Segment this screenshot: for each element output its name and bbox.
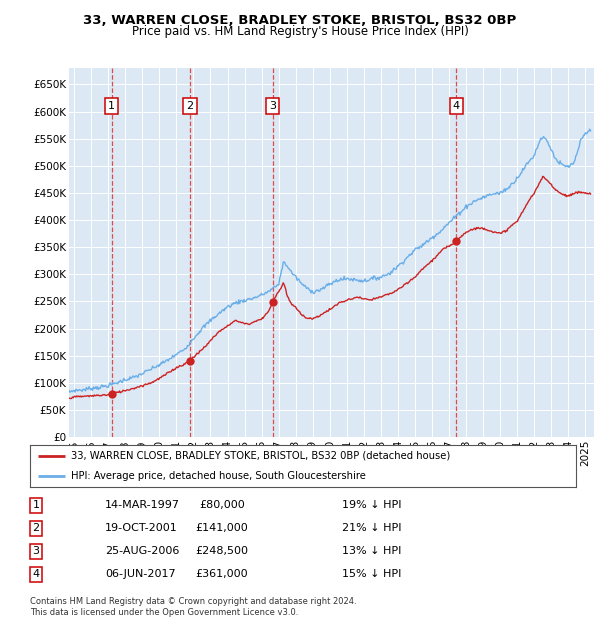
Text: 13% ↓ HPI: 13% ↓ HPI — [342, 546, 401, 556]
Text: £80,000: £80,000 — [199, 500, 245, 510]
Text: 19-OCT-2001: 19-OCT-2001 — [105, 523, 178, 533]
Text: £248,500: £248,500 — [196, 546, 248, 556]
Text: 14-MAR-1997: 14-MAR-1997 — [105, 500, 180, 510]
Text: 4: 4 — [32, 569, 40, 579]
Text: 1: 1 — [108, 101, 115, 111]
Text: 1: 1 — [32, 500, 40, 510]
Text: 4: 4 — [453, 101, 460, 111]
Text: 21% ↓ HPI: 21% ↓ HPI — [342, 523, 401, 533]
Text: 19% ↓ HPI: 19% ↓ HPI — [342, 500, 401, 510]
Text: 2: 2 — [187, 101, 194, 111]
Text: Price paid vs. HM Land Registry's House Price Index (HPI): Price paid vs. HM Land Registry's House … — [131, 25, 469, 38]
Text: £141,000: £141,000 — [196, 523, 248, 533]
Text: Contains HM Land Registry data © Crown copyright and database right 2024.
This d: Contains HM Land Registry data © Crown c… — [30, 598, 356, 617]
Text: 3: 3 — [269, 101, 276, 111]
Text: 33, WARREN CLOSE, BRADLEY STOKE, BRISTOL, BS32 0BP (detached house): 33, WARREN CLOSE, BRADLEY STOKE, BRISTOL… — [71, 451, 450, 461]
Text: 33, WARREN CLOSE, BRADLEY STOKE, BRISTOL, BS32 0BP: 33, WARREN CLOSE, BRADLEY STOKE, BRISTOL… — [83, 14, 517, 27]
Text: 06-JUN-2017: 06-JUN-2017 — [105, 569, 176, 579]
Text: 3: 3 — [32, 546, 40, 556]
Text: 15% ↓ HPI: 15% ↓ HPI — [342, 569, 401, 579]
Text: 25-AUG-2006: 25-AUG-2006 — [105, 546, 179, 556]
Text: 2: 2 — [32, 523, 40, 533]
Text: HPI: Average price, detached house, South Gloucestershire: HPI: Average price, detached house, Sout… — [71, 471, 366, 481]
Text: £361,000: £361,000 — [196, 569, 248, 579]
